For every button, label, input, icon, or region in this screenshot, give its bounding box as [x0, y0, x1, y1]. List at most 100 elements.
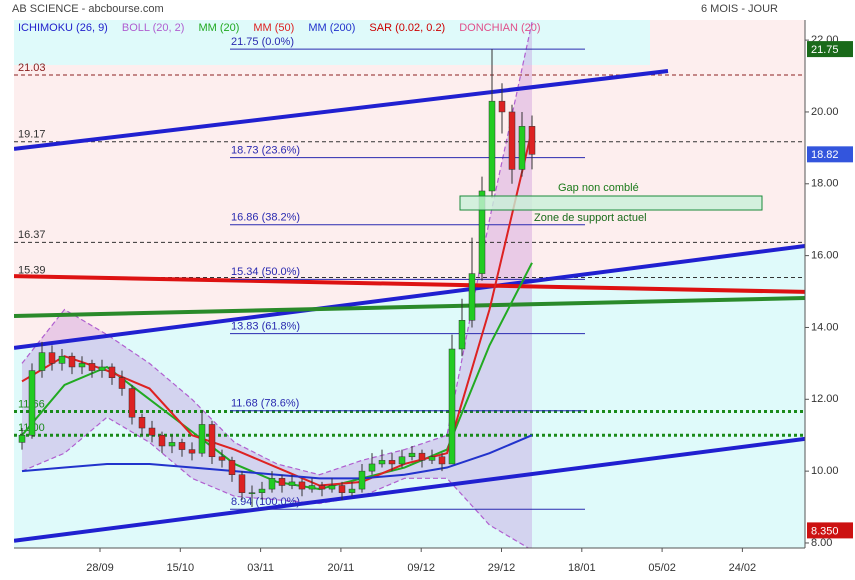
- legend-item: SAR (0.02, 0.2): [369, 22, 445, 34]
- y-tick-label: 18.00: [811, 178, 839, 190]
- candle-body: [468, 273, 476, 321]
- candle-body: [128, 388, 136, 418]
- fibonacci-label: 13.83 (61.8%): [231, 320, 300, 332]
- candle-body: [138, 417, 146, 429]
- candle-body: [408, 452, 416, 458]
- level-label: 16.37: [18, 229, 46, 241]
- gap-zone: [459, 195, 763, 211]
- x-tick-label: 28/09: [86, 562, 114, 574]
- candle-body: [488, 100, 496, 192]
- candle-body: [338, 485, 346, 493]
- candle-body: [498, 100, 506, 113]
- moving-average: [21, 262, 533, 491]
- candle-body: [118, 377, 126, 389]
- candle-body: [388, 460, 396, 465]
- moving-average: [21, 434, 533, 480]
- candle-body: [508, 111, 516, 170]
- candle-body: [68, 355, 76, 368]
- x-tick-label: 03/11: [247, 562, 274, 574]
- candle-body: [248, 492, 256, 494]
- candle-body: [308, 485, 316, 490]
- chart-title: AB SCIENCE - abcbourse.com: [12, 3, 164, 15]
- candle-body: [398, 456, 406, 465]
- candle-body: [228, 460, 236, 475]
- candle-body: [258, 488, 266, 493]
- x-tick-label: 15/10: [167, 562, 195, 574]
- support-label: Zone de support actuel: [534, 212, 647, 224]
- legend-item: MM (200): [308, 22, 355, 34]
- candle-body: [348, 488, 356, 493]
- price-tag: [807, 522, 853, 539]
- candle-body: [418, 452, 426, 461]
- candle-body: [88, 363, 96, 371]
- candle-body: [268, 478, 276, 490]
- candle-body: [158, 434, 166, 447]
- candle-body: [448, 348, 456, 465]
- level-label: 15.39: [18, 264, 46, 276]
- price-tag-label: 8.350: [811, 525, 839, 537]
- candle-body: [428, 456, 436, 461]
- candle-body: [58, 355, 66, 364]
- candle-body: [108, 366, 116, 378]
- trendline: [14, 243, 805, 350]
- candle-body: [378, 460, 386, 465]
- price-tag: [807, 41, 853, 58]
- legend-item: BOLL (20, 2): [122, 22, 185, 34]
- period: 6 MOIS - JOUR: [701, 3, 778, 15]
- candle-body: [528, 126, 536, 155]
- candle-body: [318, 485, 326, 490]
- fibonacci-label: 21.75 (0.0%): [231, 36, 294, 48]
- trendline: [14, 69, 669, 151]
- fibonacci-label: 8.94 (100.0%): [231, 496, 300, 508]
- fibonacci-label: 16.86 (38.2%): [231, 212, 300, 224]
- x-tick-label: 20/11: [328, 562, 355, 574]
- candle-body: [178, 442, 186, 450]
- candle-body: [438, 456, 446, 465]
- y-tick-label: 14.00: [811, 321, 839, 333]
- candle-body: [28, 370, 36, 436]
- trendline: [14, 436, 805, 543]
- candle-body: [238, 474, 246, 493]
- candle-body: [78, 363, 86, 368]
- candle-body: [208, 424, 216, 458]
- level-label: 21.03: [18, 62, 46, 74]
- zone-background: [14, 20, 805, 348]
- trendline: [14, 296, 805, 318]
- candle-body: [38, 352, 46, 371]
- candle-body: [368, 463, 376, 472]
- fibonacci-label: 15.34 (50.0%): [231, 266, 300, 278]
- bollinger-band: [22, 22, 532, 548]
- y-tick-label: 20.00: [811, 106, 839, 118]
- candle-body: [18, 434, 26, 443]
- candle-body: [168, 442, 176, 447]
- candle-body: [198, 424, 206, 454]
- moving-average: [21, 129, 533, 487]
- price-tag: [807, 146, 853, 163]
- legend-item: DONCHIAN (20): [459, 22, 540, 34]
- price-tag-label: 18.82: [811, 149, 839, 161]
- legend-item: ICHIMOKU (26, 9): [18, 22, 108, 34]
- candle-body: [298, 481, 306, 490]
- candle-body: [458, 320, 466, 350]
- x-tick-label: 29/12: [488, 562, 516, 574]
- candle-body: [328, 485, 336, 490]
- legend-item: MM (50): [253, 22, 294, 34]
- candle-body: [98, 366, 106, 371]
- y-tick-label: 16.00: [811, 250, 839, 262]
- candle-body: [358, 470, 366, 490]
- candle-body: [278, 478, 286, 486]
- y-tick-label: 8.00: [811, 537, 832, 549]
- x-tick-label: 18/01: [568, 562, 596, 574]
- candle-body: [148, 427, 156, 436]
- legend-item: MM (20): [198, 22, 239, 34]
- candle-body: [48, 352, 56, 364]
- fibonacci-label: 11.68 (78.6%): [231, 398, 299, 410]
- level-label: 19.17: [18, 129, 46, 141]
- fibonacci-label: 18.73 (23.6%): [231, 144, 300, 156]
- trendline: [14, 274, 805, 294]
- candle-body: [478, 190, 486, 274]
- candle-body: [288, 481, 296, 486]
- candle-body: [188, 449, 196, 454]
- x-tick-label: 24/02: [729, 562, 757, 574]
